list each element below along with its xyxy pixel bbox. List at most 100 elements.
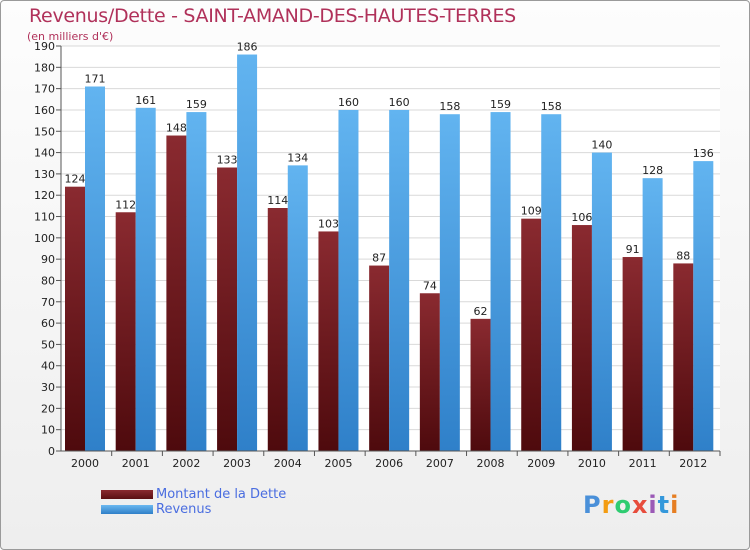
bar-dette xyxy=(65,186,85,451)
y-tick-label: 180 xyxy=(34,61,55,74)
logo-letter: r xyxy=(601,491,615,519)
y-tick-label: 190 xyxy=(34,40,55,53)
y-tick-label: 150 xyxy=(34,125,55,138)
data-label: 128 xyxy=(642,164,663,177)
logo-letter: i xyxy=(648,491,658,519)
data-label: 124 xyxy=(65,173,86,186)
x-tick-label: 2012 xyxy=(679,457,707,470)
chart-subtitle: (en milliers d'€) xyxy=(27,30,114,43)
data-label: 133 xyxy=(217,154,238,167)
data-label: 106 xyxy=(571,211,592,224)
x-tick-label: 2006 xyxy=(375,457,403,470)
logo-letter: i xyxy=(670,491,680,519)
bar-dette xyxy=(571,225,592,451)
bar-dette xyxy=(217,167,238,451)
y-tick-label: 20 xyxy=(41,402,55,415)
data-label: 112 xyxy=(115,198,136,211)
y-tick-label: 70 xyxy=(41,296,55,309)
data-label: 158 xyxy=(439,100,460,113)
x-tick-label: 2008 xyxy=(477,457,505,470)
legend-label-revenus: Revenus xyxy=(156,502,212,517)
data-label: 62 xyxy=(474,305,488,318)
bar-dette xyxy=(369,265,390,451)
y-tick-label: 100 xyxy=(34,232,55,245)
data-label: 74 xyxy=(423,279,437,292)
bar-dette xyxy=(318,231,339,451)
bar-revenus xyxy=(591,152,612,451)
data-label: 161 xyxy=(135,94,156,107)
data-label: 148 xyxy=(166,122,187,135)
x-tick-label: 2002 xyxy=(172,457,200,470)
bar-revenus xyxy=(642,178,663,451)
y-tick-label: 140 xyxy=(34,147,55,160)
y-tick-label: 110 xyxy=(34,211,55,224)
bar-revenus xyxy=(135,107,156,451)
x-tick-label: 2001 xyxy=(122,457,150,470)
bar-revenus xyxy=(186,112,207,451)
y-tick-label: 90 xyxy=(41,253,55,266)
bar-dette xyxy=(673,263,694,451)
data-label: 186 xyxy=(237,41,258,54)
x-tick-label: 2009 xyxy=(527,457,555,470)
data-label: 159 xyxy=(186,98,207,111)
data-label: 109 xyxy=(521,205,542,218)
x-tick-label: 2000 xyxy=(71,457,99,470)
bar-revenus xyxy=(541,114,562,452)
bar-revenus xyxy=(693,161,714,451)
data-label: 134 xyxy=(287,151,308,164)
chart-title: Revenus/Dette - SAINT-AMAND-DES-HAUTES-T… xyxy=(29,5,516,27)
label-layer: 124 171 112 161 148 159 133 186 114 134 103 160 87 16… xyxy=(65,41,714,318)
x-tick-label: 2011 xyxy=(629,457,657,470)
y-tick-label: 160 xyxy=(34,104,55,117)
data-label: 136 xyxy=(693,147,714,160)
data-label: 91 xyxy=(626,243,640,256)
bar-revenus xyxy=(338,109,359,452)
y-tick-label: 10 xyxy=(41,424,55,437)
data-label: 160 xyxy=(389,96,410,109)
bar-dette xyxy=(115,212,136,451)
bar-dette xyxy=(622,257,643,451)
y-tick-label: 80 xyxy=(41,274,55,287)
y-tick-label: 50 xyxy=(41,338,55,351)
bar-dette xyxy=(166,135,187,452)
data-label: 114 xyxy=(267,194,288,207)
data-label: 158 xyxy=(541,100,562,113)
bar-revenus xyxy=(85,86,105,451)
bar-dette xyxy=(521,218,542,451)
y-tick-label: 0 xyxy=(48,445,55,458)
axis-layer: 0 10 20 30 40 50 60 70 80 90 100 110 120 130 140 150 160… xyxy=(34,40,721,470)
data-label: 171 xyxy=(85,73,106,86)
logo-letter: x xyxy=(631,491,649,519)
legend-label-dette: Montant de la Dette xyxy=(156,487,287,502)
y-tick-label: 60 xyxy=(41,317,55,330)
bar-layer xyxy=(65,54,714,452)
legend-swatch-revenus xyxy=(101,505,153,514)
legend-swatch-dette xyxy=(101,490,153,499)
y-tick-label: 30 xyxy=(41,381,55,394)
bar-dette xyxy=(419,293,440,451)
x-tick-label: 2004 xyxy=(274,457,302,470)
y-tick-label: 130 xyxy=(34,168,55,181)
data-label: 159 xyxy=(490,98,511,111)
y-tick-label: 40 xyxy=(41,360,55,373)
data-label: 160 xyxy=(338,96,359,109)
x-tick-label: 2010 xyxy=(578,457,606,470)
bar-revenus xyxy=(237,54,258,452)
logo-letter: P xyxy=(583,491,602,519)
proxiti-logo: Proxiti xyxy=(583,491,679,519)
y-tick-label: 120 xyxy=(34,189,55,202)
bar-dette xyxy=(470,318,491,451)
bar-revenus xyxy=(490,112,511,451)
data-label: 87 xyxy=(372,252,386,265)
bar-revenus xyxy=(439,114,460,452)
bar-revenus xyxy=(389,109,410,452)
bar-revenus xyxy=(287,165,308,452)
x-tick-label: 2003 xyxy=(223,457,251,470)
bar-dette xyxy=(267,208,288,451)
x-tick-label: 2005 xyxy=(324,457,352,470)
y-tick-label: 170 xyxy=(34,83,55,96)
data-label: 140 xyxy=(591,139,612,152)
data-label: 88 xyxy=(676,249,690,262)
